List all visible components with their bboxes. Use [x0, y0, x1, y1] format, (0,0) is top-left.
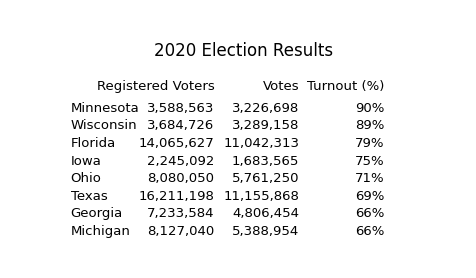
Text: 66%: 66% [355, 225, 384, 238]
Text: Wisconsin: Wisconsin [70, 120, 137, 132]
Text: 5,761,250: 5,761,250 [232, 172, 299, 185]
Text: 11,155,868: 11,155,868 [223, 190, 299, 203]
Text: 14,065,627: 14,065,627 [139, 137, 214, 150]
Text: 75%: 75% [355, 155, 384, 168]
Text: 3,226,698: 3,226,698 [232, 102, 299, 115]
Text: Registered Voters: Registered Voters [97, 80, 214, 93]
Text: Georgia: Georgia [70, 207, 123, 220]
Text: 89%: 89% [355, 120, 384, 132]
Text: 7,233,584: 7,233,584 [147, 207, 214, 220]
Text: 2020 Election Results: 2020 Election Results [154, 42, 334, 60]
Text: 16,211,198: 16,211,198 [139, 190, 214, 203]
Text: Minnesota: Minnesota [70, 102, 139, 115]
Text: 11,042,313: 11,042,313 [223, 137, 299, 150]
Text: Votes: Votes [263, 80, 299, 93]
Text: 66%: 66% [355, 207, 384, 220]
Text: 79%: 79% [355, 137, 384, 150]
Text: 3,588,563: 3,588,563 [147, 102, 214, 115]
Text: 3,684,726: 3,684,726 [147, 120, 214, 132]
Text: 2,245,092: 2,245,092 [147, 155, 214, 168]
Text: 1,683,565: 1,683,565 [232, 155, 299, 168]
Text: 69%: 69% [355, 190, 384, 203]
Text: Turnout (%): Turnout (%) [307, 80, 384, 93]
Text: 5,388,954: 5,388,954 [232, 225, 299, 238]
Text: Michigan: Michigan [70, 225, 130, 238]
Text: 71%: 71% [355, 172, 384, 185]
Text: Iowa: Iowa [70, 155, 101, 168]
Text: Ohio: Ohio [70, 172, 101, 185]
Text: 3,289,158: 3,289,158 [232, 120, 299, 132]
Text: 8,127,040: 8,127,040 [147, 225, 214, 238]
Text: 8,080,050: 8,080,050 [148, 172, 214, 185]
Text: 4,806,454: 4,806,454 [232, 207, 299, 220]
Text: 90%: 90% [355, 102, 384, 115]
Text: Texas: Texas [70, 190, 107, 203]
Text: Florida: Florida [70, 137, 116, 150]
